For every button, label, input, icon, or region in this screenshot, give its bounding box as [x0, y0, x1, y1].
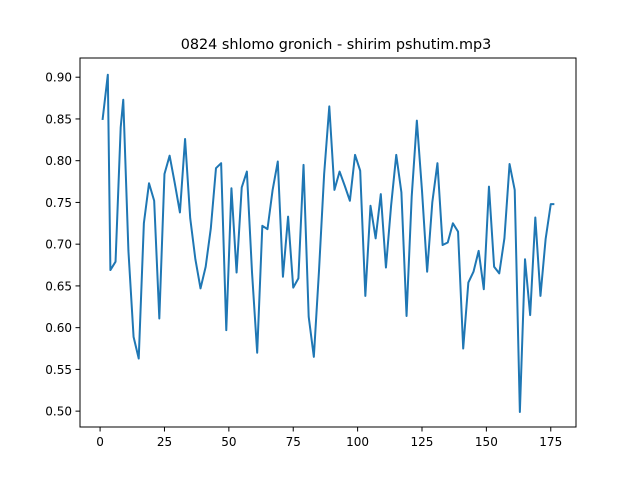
y-tick-label: 0.80 — [45, 154, 72, 168]
y-tick-label: 0.75 — [45, 196, 72, 210]
y-tick-label: 0.60 — [45, 321, 72, 335]
x-tick-label: 175 — [539, 435, 562, 449]
x-tick-label: 75 — [286, 435, 301, 449]
series-line — [101, 73, 555, 413]
y-tick-label: 0.90 — [45, 71, 72, 85]
y-tick-label: 0.55 — [45, 363, 72, 377]
plot-area: 0 25 50 75 100 125 150 175 0.50 0.55 0.60 0.65 0.70 0… — [45, 57, 577, 449]
x-tick-label: 100 — [346, 435, 369, 449]
axes-frame — [79, 57, 577, 428]
x-tick-label: 150 — [475, 435, 498, 449]
y-tick-label: 0.85 — [45, 112, 72, 126]
chart-title: 0824 shlomo gronich - shirim pshutim.mp3 — [181, 37, 492, 53]
x-tick-label: 125 — [411, 435, 434, 449]
x-tick-label: 50 — [221, 435, 236, 449]
y-tick-label: 0.50 — [45, 405, 72, 419]
x-tick-label: 25 — [157, 435, 172, 449]
y-tick-label: 0.65 — [45, 279, 72, 293]
y-tick-label: 0.70 — [45, 238, 72, 252]
x-tick-label: 0 — [96, 435, 104, 449]
